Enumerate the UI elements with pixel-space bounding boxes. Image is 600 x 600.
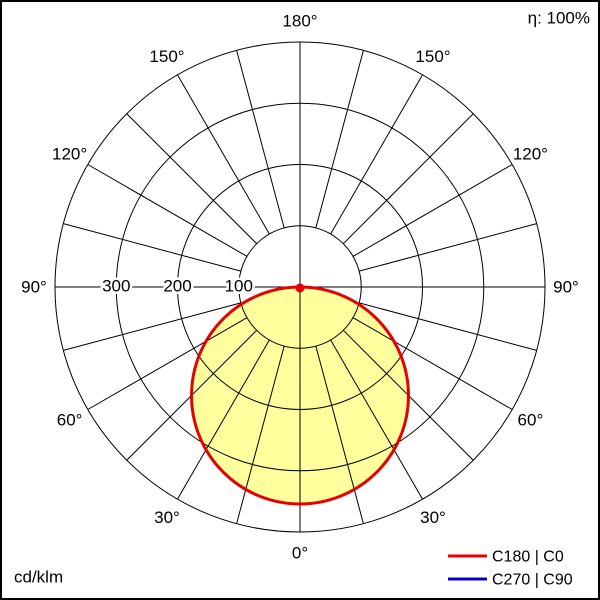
grid-spoke — [330, 74, 423, 235]
radial-label-200: 200 — [163, 277, 191, 296]
angle-label-120-right: 120° — [513, 145, 548, 164]
grid-spoke — [315, 50, 364, 228]
grid-spoke — [63, 223, 241, 272]
grid-spoke — [87, 164, 248, 257]
unit-label: cd/klm — [14, 568, 63, 587]
angle-label-30-left: 30° — [154, 508, 180, 527]
grid-spoke — [236, 50, 285, 228]
angle-label-60-left: 60° — [57, 411, 83, 430]
grid-spoke — [177, 339, 270, 500]
grid-spoke — [342, 113, 474, 245]
radial-label-300: 300 — [102, 277, 130, 296]
polar-grid — [54, 41, 546, 533]
grid-spoke — [330, 339, 423, 500]
legend-c90-label: C270 | C90 — [492, 572, 573, 589]
angle-label-120-left: 120° — [52, 145, 87, 164]
grid-spoke — [315, 346, 364, 524]
grid-spoke — [87, 317, 248, 410]
grid-spoke — [359, 302, 537, 351]
radial-label-100: 100 — [225, 277, 253, 296]
angle-label-60-right: 60° — [518, 411, 544, 430]
grid-spoke — [352, 317, 513, 410]
grid-spokes — [63, 50, 537, 524]
angle-label-30-right: 30° — [420, 508, 446, 527]
grid-spoke — [177, 74, 270, 235]
legend-c0-label: C180 | C0 — [492, 549, 564, 566]
grid-spoke — [236, 346, 285, 524]
legend: C180 | C0 C270 | C90 — [448, 549, 573, 589]
angle-label-90-right: 90° — [553, 278, 579, 297]
angle-label-180-top: 180° — [282, 12, 317, 31]
angle-label-90-left: 90° — [21, 278, 47, 297]
angle-label-150-right: 150° — [415, 47, 450, 66]
angle-label-0-bottom: 0° — [292, 544, 308, 563]
grid-spoke — [63, 302, 241, 351]
grid-spoke — [126, 113, 258, 245]
curve-apex-dot — [295, 283, 305, 293]
efficiency-label: η: 100% — [528, 9, 590, 28]
angle-label-150-left: 150° — [149, 47, 184, 66]
grid-spoke — [352, 164, 513, 257]
grid-spoke — [359, 223, 537, 272]
